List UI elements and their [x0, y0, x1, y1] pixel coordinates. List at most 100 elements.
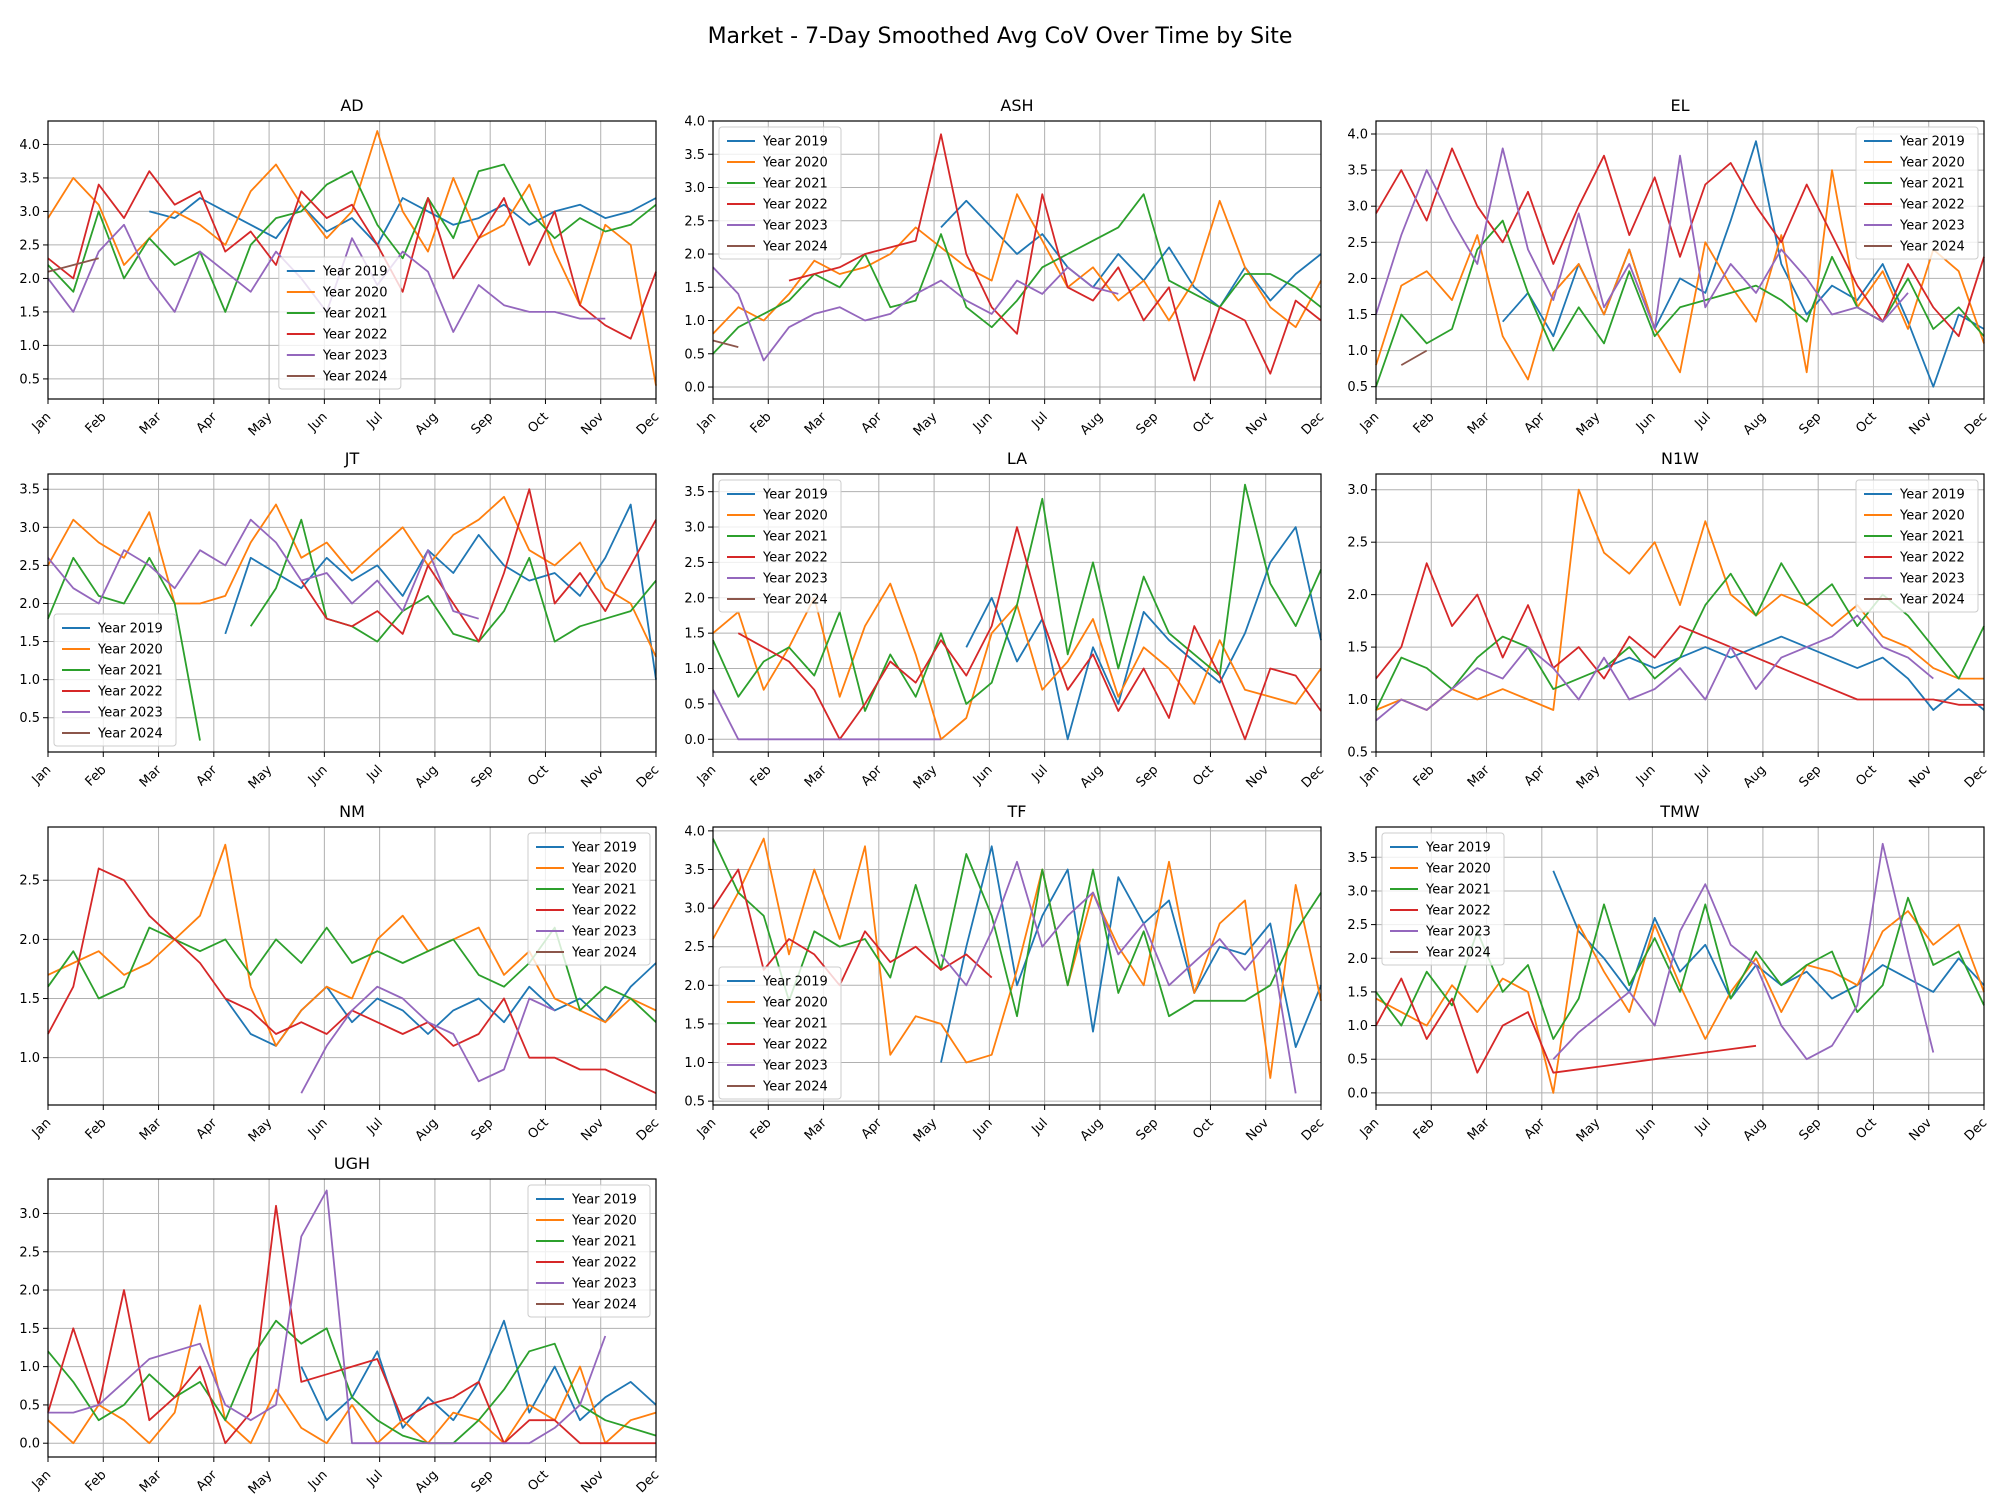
y-tick-label: 2.0 — [1347, 588, 1368, 603]
subplot-ugh: UGH 0.0 0.5 1.0 1.5 2.0 2.5 3.0 Jan Feb Mar Apr May J… — [19, 1154, 662, 1497]
legend-label: Year 2024 — [762, 240, 828, 255]
legend-label: Year 2021 — [762, 177, 828, 192]
subplot-tmw: TMW 0.0 0.5 1.0 1.5 2.0 2.5 3.0 3.5 Jan Feb Mar Apr M… — [1347, 802, 1990, 1145]
series-line-year-2022 — [1375, 977, 1757, 1074]
legend-label: Year 2024 — [322, 370, 388, 385]
series-line-year-2022 — [737, 526, 1322, 741]
subplot-nm: NM 1.0 1.5 2.0 2.5 Jan Feb Mar Apr May Jun Jul Aug Se… — [19, 802, 662, 1145]
legend-label: Year 2019 — [762, 135, 828, 150]
series-line-year-2020 — [1375, 910, 1985, 1094]
legend-label: Year 2023 — [571, 925, 637, 940]
y-tick-label: 2.5 — [684, 940, 705, 955]
series-line-year-2023 — [712, 689, 941, 741]
legend-label: Year 2020 — [1899, 156, 1965, 171]
subplot-jt: JT 0.5 1.0 1.5 2.0 2.5 3.0 3.5 Jan Feb Mar Apr May Ju… — [19, 449, 662, 792]
x-tick-label: Jul — [363, 410, 385, 432]
x-tick-label: Jan — [694, 1116, 719, 1141]
legend-label: Year 2020 — [1899, 509, 1965, 524]
x-tick-label: Nov — [1243, 1115, 1272, 1144]
axes-frame — [47, 826, 657, 1106]
legend-label: Year 2022 — [1425, 904, 1491, 919]
series-line-year-2021 — [47, 163, 657, 313]
x-tick-label: Feb — [83, 1116, 110, 1143]
y-tick-label: 2.0 — [1347, 952, 1368, 967]
x-tick-label: Aug — [1078, 1116, 1107, 1145]
x-tick-label: Nov — [1243, 762, 1272, 791]
x-tick-label: May — [911, 762, 941, 792]
x-tick-label: Jan — [29, 763, 54, 788]
series-line-year-2020 — [47, 843, 657, 1047]
series-line-year-2023 — [47, 518, 479, 620]
y-tick-label: 1.0 — [19, 339, 40, 354]
series-line-year-2022 — [788, 133, 1322, 382]
x-tick-label: Sep — [469, 1116, 497, 1144]
legend-label: Year 2023 — [1425, 925, 1491, 940]
x-tick-label: May — [1574, 1115, 1604, 1145]
y-tick-label: 2.0 — [684, 591, 705, 606]
y-tick-label: 1.5 — [1347, 641, 1368, 656]
y-tick-label: 1.5 — [19, 1322, 40, 1337]
legend-label: Year 2022 — [1899, 198, 1965, 213]
x-tick-label: Dec — [1962, 763, 1990, 791]
series-line-year-2022 — [1375, 562, 1984, 706]
legend-label: Year 2024 — [762, 593, 828, 608]
x-tick-label: Jul — [363, 1116, 385, 1138]
x-tick-label: Oct — [525, 763, 552, 790]
y-tick-label: 4.0 — [684, 824, 705, 839]
x-tick-label: Jun — [970, 1116, 996, 1142]
series-line-year-2020 — [712, 837, 1322, 1079]
legend-label: Year 2024 — [571, 946, 637, 961]
subplot-ad: AD 0.5 1.0 1.5 2.0 2.5 3.0 3.5 4.0 Jan Feb Mar Apr Ma… — [19, 96, 662, 439]
legend-label: Year 2019 — [1899, 488, 1965, 503]
series-line-year-2024 — [712, 339, 739, 348]
legend-label: Year 2021 — [1899, 177, 1965, 192]
legend-label: Year 2021 — [1899, 530, 1965, 545]
x-tick-label: Jan — [694, 410, 719, 435]
subplot-title: LA — [1007, 449, 1027, 468]
subplot-tf: TF 0.5 1.0 1.5 2.0 2.5 3.0 3.5 4.0 Jan Feb Mar Apr Ma… — [684, 802, 1327, 1145]
legend-label: Year 2019 — [1425, 841, 1491, 856]
y-tick-label: 1.5 — [19, 635, 40, 650]
x-tick-label: Aug — [1078, 410, 1107, 439]
figure-title: Market - 7-Day Smoothed Avg CoV Over Tim… — [707, 24, 1293, 49]
series-line-year-2020 — [1375, 488, 1984, 711]
x-tick-label: Sep — [1134, 410, 1162, 438]
series-line-year-2020 — [1375, 169, 1985, 381]
y-tick-label: 0.0 — [684, 381, 705, 396]
x-tick-label: Apr — [859, 1115, 886, 1142]
series-line-year-2022 — [712, 868, 993, 987]
y-tick-label: 2.0 — [19, 597, 40, 612]
y-tick-label: 3.0 — [1347, 200, 1368, 215]
x-tick-label: Aug — [1078, 763, 1107, 792]
y-tick-label: 1.5 — [1347, 308, 1368, 323]
x-tick-label: Jun — [1633, 763, 1659, 789]
x-tick-label: Oct — [1190, 763, 1217, 790]
x-tick-label: Oct — [1853, 763, 1880, 790]
legend-label: Year 2019 — [762, 488, 828, 503]
x-tick-label: Jan — [1357, 1116, 1382, 1141]
x-tick-label: Apr — [859, 409, 886, 436]
series-line-year-2019 — [224, 503, 657, 680]
x-tick-label: Nov — [578, 1467, 607, 1496]
series-line-year-2022 — [47, 1204, 656, 1445]
x-tick-label: Dec — [634, 410, 662, 438]
x-tick-label: Apr — [1522, 762, 1549, 789]
legend: Year 2019 Year 2020 Year 2021 Year 2022 Year… — [718, 966, 842, 1100]
y-tick-label: 3.0 — [684, 902, 705, 917]
y-tick-label: 0.5 — [684, 1095, 705, 1110]
y-tick-label: 2.5 — [19, 238, 40, 253]
subplot-title: N1W — [1661, 449, 1699, 468]
series-line-year-2023 — [1552, 842, 1935, 1061]
series-line-year-2023 — [300, 985, 556, 1094]
series-line-year-2019 — [940, 199, 1322, 309]
series-line-year-2021 — [712, 838, 1322, 1018]
x-tick-label: Sep — [1797, 410, 1825, 438]
x-tick-label: Apr — [194, 409, 221, 436]
series-line-year-2019 — [965, 526, 1322, 741]
y-tick-label: 1.5 — [684, 1017, 705, 1032]
legend-label: Year 2024 — [762, 1080, 828, 1095]
y-tick-label: 2.0 — [684, 979, 705, 994]
axes-frame — [712, 826, 1322, 1106]
